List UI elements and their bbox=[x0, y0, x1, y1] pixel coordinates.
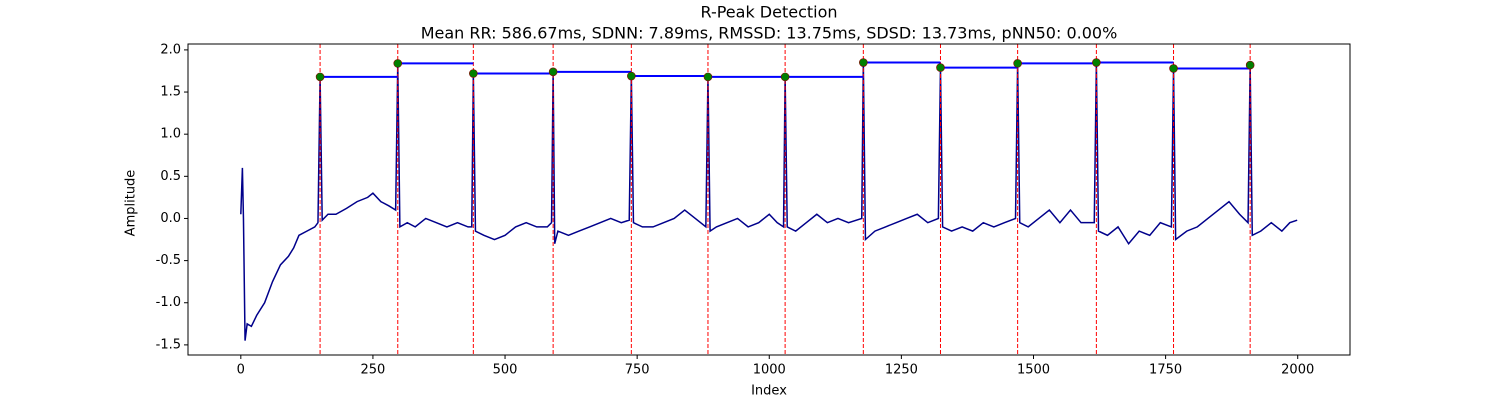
x-tick-label: 1250 bbox=[885, 363, 918, 378]
x-tick-label: 1500 bbox=[1017, 363, 1050, 378]
y-axis-label: Amplitude bbox=[124, 170, 139, 237]
x-tick-label: 1000 bbox=[753, 363, 786, 378]
y-tick-label: 1.0 bbox=[160, 127, 181, 142]
y-tick-label: -0.5 bbox=[156, 253, 181, 268]
y-tick-label: -1.5 bbox=[156, 337, 181, 352]
y-tick-label: 1.5 bbox=[160, 85, 181, 100]
x-tick-label: 2000 bbox=[1281, 363, 1314, 378]
r-peak bbox=[1245, 60, 1255, 70]
r-peak bbox=[703, 72, 713, 82]
chart-subtitle: Mean RR: 586.67ms, SDNN: 7.89ms, RMSSD: … bbox=[421, 24, 1118, 43]
plot-frame bbox=[187, 43, 1351, 356]
r-peak bbox=[936, 63, 945, 72]
r-peak bbox=[315, 72, 325, 82]
x-tick-label: 250 bbox=[361, 363, 386, 378]
x-tick-label: 0 bbox=[237, 363, 245, 378]
y-tick-label: 0.5 bbox=[160, 169, 181, 184]
r-peak bbox=[627, 71, 636, 81]
y-tick-label: 0.0 bbox=[160, 211, 181, 226]
x-tick-label: 1750 bbox=[1149, 363, 1182, 378]
x-axis-label: Index bbox=[751, 384, 787, 399]
r-peak bbox=[1169, 64, 1178, 73]
r-peak bbox=[469, 69, 478, 78]
r-peak bbox=[393, 59, 403, 68]
signal-line bbox=[240, 62, 1298, 341]
y-tick-label: -1.0 bbox=[156, 295, 181, 310]
r-peak bbox=[1092, 58, 1101, 67]
r-peak bbox=[1013, 59, 1022, 68]
r-peak bbox=[780, 72, 790, 82]
y-tick-label: 2.0 bbox=[160, 42, 181, 57]
x-tick-label: 750 bbox=[625, 363, 650, 378]
chart-title: R-Peak Detection bbox=[700, 3, 837, 22]
r-peak bbox=[548, 67, 558, 77]
r-peak bbox=[859, 58, 868, 67]
x-tick-label: 500 bbox=[493, 363, 518, 378]
